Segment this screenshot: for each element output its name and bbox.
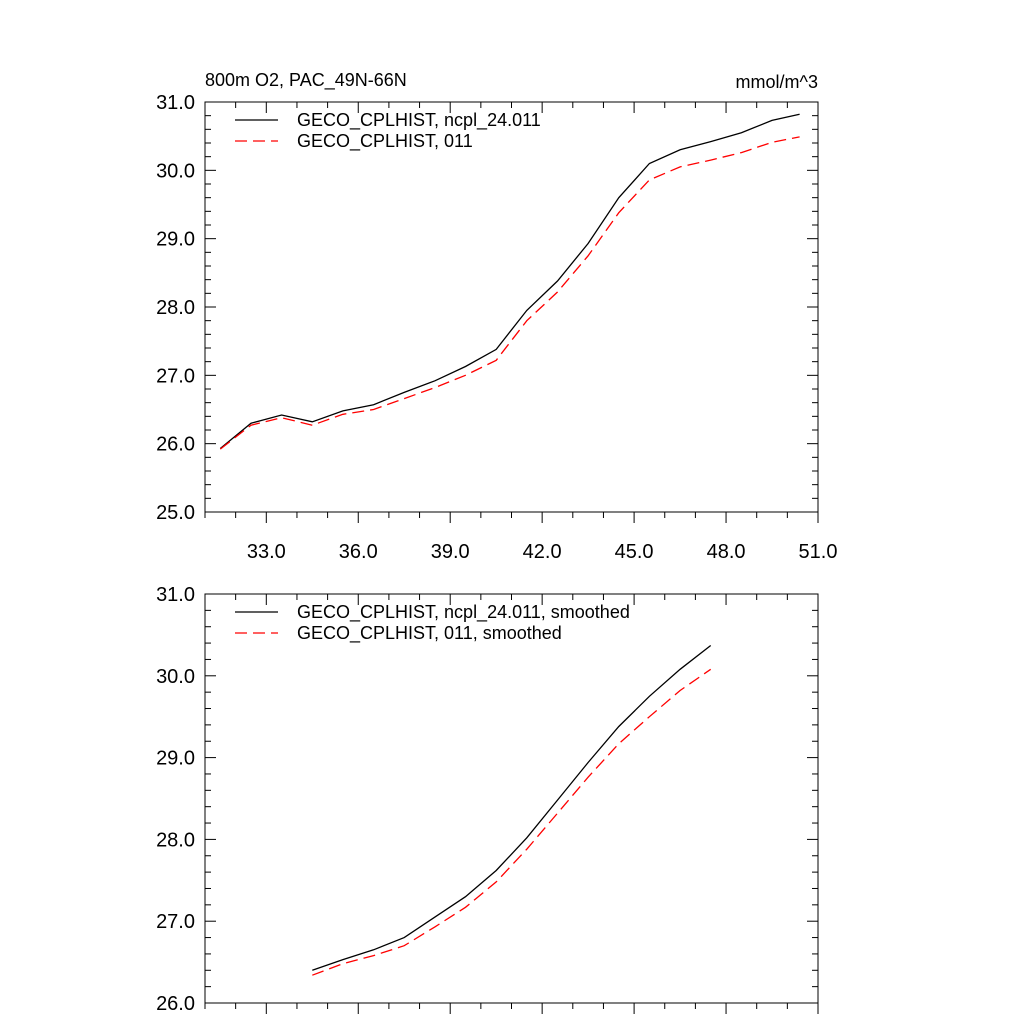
legend-label-1: GECO_CPLHIST, ncpl_24.011	[297, 110, 541, 131]
x-tick-label: 39.0	[431, 541, 470, 563]
x-tick-label: 51.0	[799, 541, 838, 563]
x-tick-label: 45.0	[615, 541, 654, 563]
y-tick-label: 28.0	[156, 829, 195, 851]
x-tick-label: 33.0	[247, 541, 286, 563]
panel-1: 800m O2, PAC_49N-66N mmol/m^3 25.0 26.0 27.0…	[156, 70, 837, 563]
x-tick-label: 36.0	[339, 541, 378, 563]
y-tick-label: 30.0	[156, 666, 195, 688]
y-tick-label: 27.0	[156, 365, 195, 387]
legend-label-2: GECO_CPLHIST, 011, smoothed	[297, 623, 562, 644]
y-tick-label: 27.0	[156, 911, 195, 933]
plot-frame	[204, 593, 819, 1004]
series-line-2	[219, 136, 800, 450]
y-tick-label: 29.0	[156, 748, 195, 770]
series-line-2	[312, 668, 712, 976]
panel-2: 26.0 27.0 28.0 29.0 30.0 31.0 GECO_CPLHIST, nc…	[156, 584, 819, 1015]
y-tick-label: 26.0	[156, 993, 195, 1015]
series-line-1	[219, 113, 800, 450]
y-tick-label: 25.0	[156, 502, 195, 524]
x-tick-label: 48.0	[707, 541, 746, 563]
y-tick-label: 30.0	[156, 160, 195, 182]
y-tick-label: 29.0	[156, 229, 195, 251]
y-tick-label: 31.0	[156, 92, 195, 114]
y-tick-label: 26.0	[156, 434, 195, 456]
units-label: mmol/m^3	[736, 72, 818, 92]
legend-label-2: GECO_CPLHIST, 011	[297, 131, 473, 152]
chart-title: 800m O2, PAC_49N-66N	[205, 70, 407, 91]
plot-frame	[204, 101, 819, 513]
series-line-1	[312, 644, 712, 971]
x-tick-label: 42.0	[523, 541, 562, 563]
y-tick-label: 31.0	[156, 584, 195, 606]
legend-label-1: GECO_CPLHIST, ncpl_24.011, smoothed	[297, 602, 630, 623]
y-tick-label: 28.0	[156, 297, 195, 319]
